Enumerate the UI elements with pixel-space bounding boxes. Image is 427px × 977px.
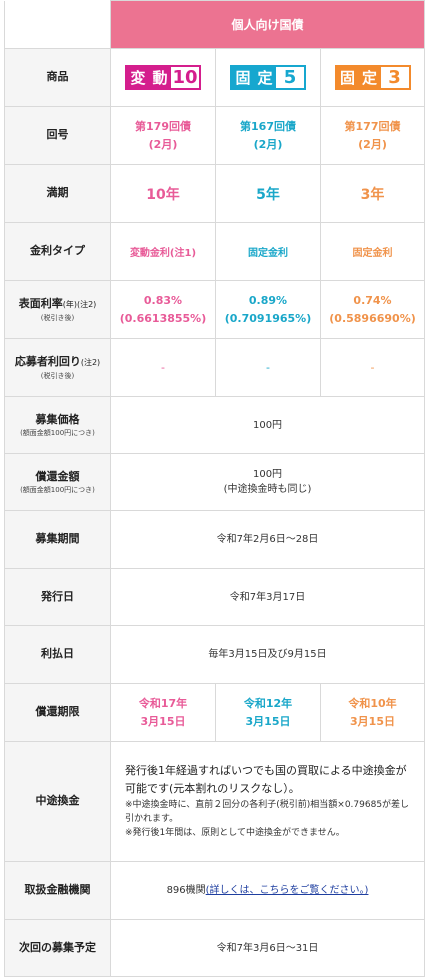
- midterm-value: 発行後1年経過すればいつでも国の買取による中途換金が可能です(元本割れのリスクな…: [109, 741, 426, 862]
- label-issue-no: 回号: [4, 106, 111, 165]
- issue-date-value: 令和7年3月17日: [109, 568, 426, 626]
- yield-fixed-5: -: [215, 338, 321, 397]
- row-maturity: 満期 10年 5年 3年: [4, 164, 426, 223]
- redemption-value: 100円 (中途換金時も同じ): [109, 453, 426, 511]
- logo-variable-10: 変動 10: [110, 48, 216, 107]
- institutions-count: 896機関: [166, 885, 206, 896]
- maturity-fixed-5: 5年: [215, 164, 321, 223]
- price-value: 100円: [109, 396, 426, 454]
- label-institutions: 取扱金融機関: [4, 861, 111, 920]
- maturity-date-variable-10: 令和17年 3月15日: [110, 683, 216, 742]
- issue-no-fixed-3: 第177回債 (2月): [319, 106, 426, 165]
- row-issue-date: 発行日 令和7年3月17日: [4, 568, 426, 626]
- yield-fixed-3: -: [319, 338, 426, 397]
- table-title: 個人向け国債: [109, 0, 426, 49]
- label-yield: 応募者利回り(注2) (税引き後): [4, 338, 111, 397]
- label-midterm: 中途換金: [4, 741, 111, 862]
- label-interest: 利払日: [4, 625, 111, 684]
- label-maturity: 満期: [4, 164, 111, 223]
- row-redemption: 償還金額 (額面金額100円につき) 100円 (中途換金時も同じ): [4, 453, 426, 511]
- row-rate-type: 金利タイプ 変動金利(注1) 固定金利 固定金利: [4, 222, 426, 281]
- variable-10-logo: 変動 10: [125, 65, 201, 90]
- maturity-fixed-3: 3年: [319, 164, 426, 223]
- next-value: 令和7年3月6日～31日: [109, 919, 426, 977]
- row-coupon: 表面利率(年)(注2) (税引き後) 0.83% (0.6613855%) 0.8…: [4, 280, 426, 339]
- coupon-fixed-3: 0.74% (0.5896690%): [319, 280, 426, 339]
- label-redemption: 償還金額 (額面金額100円につき): [4, 453, 111, 511]
- label-rate-type: 金利タイプ: [4, 222, 111, 281]
- period-value: 令和7年2月6日～28日: [109, 510, 426, 569]
- maturity-date-fixed-3: 令和10年 3月15日: [319, 683, 426, 742]
- header-corner: [4, 0, 111, 49]
- issue-no-variable-10: 第179回債 (2月): [110, 106, 216, 165]
- label-coupon: 表面利率(年)(注2) (税引き後): [4, 280, 111, 339]
- coupon-fixed-5: 0.89% (0.7091965%): [215, 280, 321, 339]
- label-issue-date: 発行日: [4, 568, 111, 626]
- midterm-main-text: 発行後1年経過すればいつでも国の買取による中途換金が可能です(元本割れのリスクな…: [125, 764, 407, 795]
- label-price: 募集価格 (額面金額100円につき): [4, 396, 111, 454]
- rate-type-variable-10: 変動金利(注1): [110, 222, 216, 281]
- row-period: 募集期間 令和7年2月6日～28日: [4, 510, 426, 569]
- interest-value: 毎年3月15日及び9月15日: [109, 625, 426, 684]
- maturity-variable-10: 10年: [110, 164, 216, 223]
- label-period: 募集期間: [4, 510, 111, 569]
- label-maturity-date: 償還期限: [4, 683, 111, 742]
- midterm-note-1: ※中途換金時に、直前２回分の各利子(税引前)相当額×0.79685が差し引かれま…: [125, 799, 410, 824]
- yield-variable-10: -: [110, 338, 216, 397]
- institutions-details-link[interactable]: (詳しくは、こちらをご覧ください。): [205, 885, 369, 896]
- issue-no-fixed-5: 第167回債 (2月): [215, 106, 321, 165]
- row-price: 募集価格 (額面金額100円につき) 100円: [4, 396, 426, 454]
- rate-type-fixed-5: 固定金利: [215, 222, 321, 281]
- label-product: 商品: [4, 48, 111, 107]
- midterm-note-2: ※発行後1年間は、原則として中途換金ができません。: [125, 828, 345, 839]
- row-yield: 応募者利回り(注2) (税引き後) - - -: [4, 338, 426, 397]
- row-issue-no: 回号 第179回債 (2月) 第167回債 (2月) 第177回債 (2月): [4, 106, 426, 165]
- maturity-date-fixed-5: 令和12年 3月15日: [215, 683, 321, 742]
- row-next: 次回の募集予定 令和7年3月6日～31日: [4, 919, 426, 977]
- coupon-variable-10: 0.83% (0.6613855%): [110, 280, 216, 339]
- row-interest: 利払日 毎年3月15日及び9月15日: [4, 625, 426, 684]
- label-next: 次回の募集予定: [4, 919, 111, 977]
- row-institutions: 取扱金融機関 896機関(詳しくは、こちらをご覧ください。): [4, 861, 426, 920]
- row-midterm: 中途換金 発行後1年経過すればいつでも国の買取による中途換金が可能です(元本割れ…: [4, 741, 426, 862]
- institutions-value: 896機関(詳しくは、こちらをご覧ください。): [109, 861, 426, 920]
- row-maturity-date: 償還期限 令和17年 3月15日 令和12年 3月15日 令和10年 3月15日: [4, 683, 426, 742]
- rate-type-fixed-3: 固定金利: [319, 222, 426, 281]
